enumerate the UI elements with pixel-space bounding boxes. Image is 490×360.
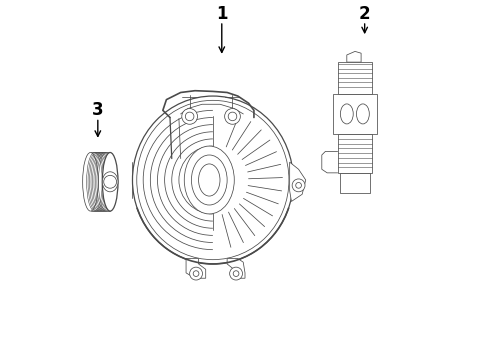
Polygon shape xyxy=(338,134,372,173)
Circle shape xyxy=(233,271,239,276)
Circle shape xyxy=(292,179,305,192)
Text: 3: 3 xyxy=(92,102,104,120)
Text: 1: 1 xyxy=(216,5,227,23)
Circle shape xyxy=(185,112,194,121)
Ellipse shape xyxy=(137,100,289,260)
Circle shape xyxy=(224,109,241,124)
Ellipse shape xyxy=(341,104,353,124)
Circle shape xyxy=(230,267,243,280)
Circle shape xyxy=(193,271,199,276)
Polygon shape xyxy=(290,162,306,202)
Ellipse shape xyxy=(184,146,234,214)
Ellipse shape xyxy=(192,155,227,205)
Polygon shape xyxy=(322,152,338,173)
Ellipse shape xyxy=(102,153,118,211)
Polygon shape xyxy=(340,173,370,193)
Polygon shape xyxy=(333,94,377,134)
Circle shape xyxy=(296,183,301,188)
Text: 2: 2 xyxy=(359,5,370,23)
Circle shape xyxy=(104,175,117,188)
Circle shape xyxy=(182,109,197,124)
Ellipse shape xyxy=(198,164,220,196)
Ellipse shape xyxy=(356,104,369,124)
Polygon shape xyxy=(227,258,245,278)
Circle shape xyxy=(190,267,202,280)
Ellipse shape xyxy=(83,153,98,211)
Ellipse shape xyxy=(102,172,118,192)
Circle shape xyxy=(228,112,237,121)
Polygon shape xyxy=(186,258,206,278)
Ellipse shape xyxy=(132,96,293,264)
Polygon shape xyxy=(338,62,372,94)
Polygon shape xyxy=(347,51,361,62)
